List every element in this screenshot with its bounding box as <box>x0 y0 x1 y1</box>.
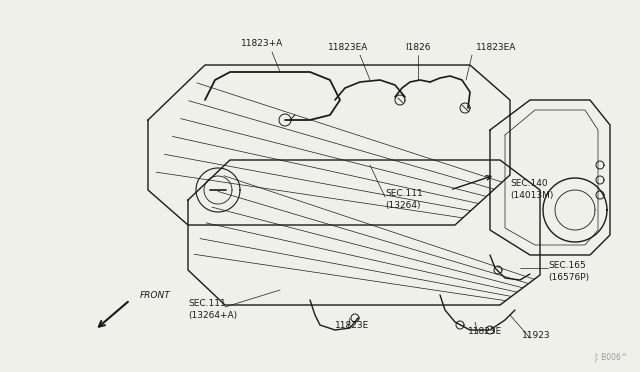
Text: (16576P): (16576P) <box>548 273 589 282</box>
Text: SEC.111: SEC.111 <box>188 299 226 308</box>
Text: 11823E: 11823E <box>335 321 369 330</box>
Text: SEC.111: SEC.111 <box>385 189 423 198</box>
Text: 11823EA: 11823EA <box>476 43 516 52</box>
Text: 11823EA: 11823EA <box>328 43 368 52</box>
Text: FRONT: FRONT <box>140 291 171 300</box>
Text: (13264+A): (13264+A) <box>188 311 237 320</box>
Text: J: B006^: J: B006^ <box>595 353 628 362</box>
Text: (14013M): (14013M) <box>510 191 554 200</box>
Text: (13264): (13264) <box>385 201 420 210</box>
Text: I1826: I1826 <box>405 43 431 52</box>
Text: 11923: 11923 <box>522 331 550 340</box>
Text: 11823E: 11823E <box>468 327 502 336</box>
Text: SEC.165: SEC.165 <box>548 261 586 270</box>
Text: SEC.140: SEC.140 <box>510 179 548 188</box>
Text: 11823+A: 11823+A <box>241 39 283 48</box>
